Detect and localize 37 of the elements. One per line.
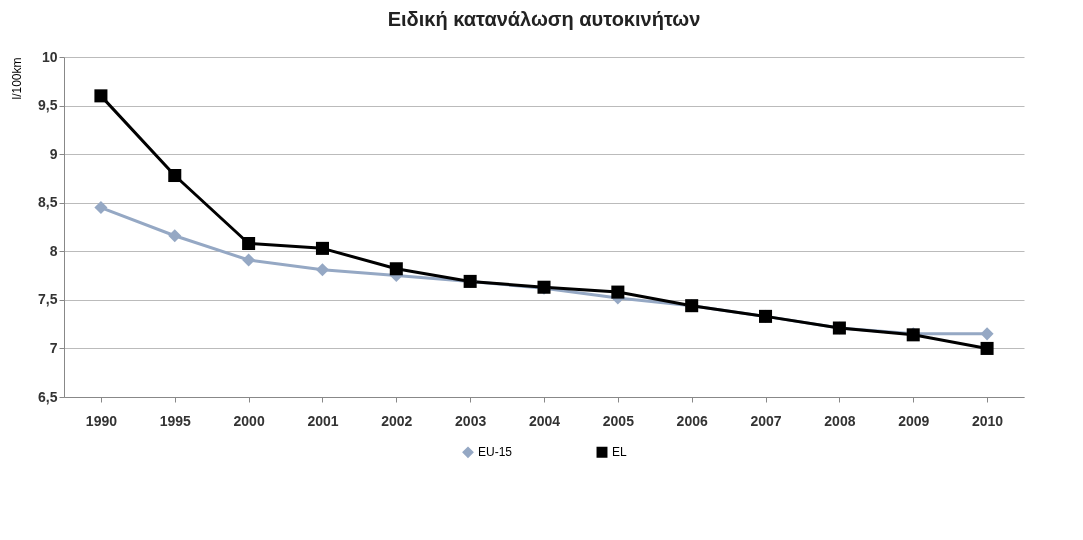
point bbox=[315, 241, 329, 255]
x-tick-label: 2008 bbox=[824, 412, 856, 429]
point bbox=[168, 169, 182, 183]
point bbox=[168, 229, 182, 243]
y-tick-label: 7 bbox=[49, 339, 58, 356]
x-tick-label: 2006 bbox=[676, 412, 708, 429]
point bbox=[980, 341, 994, 355]
point bbox=[94, 89, 108, 103]
y-tick-label: 9 bbox=[49, 145, 58, 162]
point bbox=[242, 253, 256, 267]
x-tick-label: 1995 bbox=[159, 412, 192, 429]
point bbox=[315, 263, 329, 277]
legend-label: EL bbox=[612, 445, 627, 460]
x-tick-label: 1990 bbox=[85, 412, 118, 429]
y-tick-label: 9,5 bbox=[38, 97, 58, 114]
legend-label: EU-15 bbox=[478, 445, 513, 460]
x-tick-label: 2000 bbox=[233, 412, 265, 429]
y-tick-label: 6,5 bbox=[38, 388, 58, 405]
point bbox=[389, 262, 403, 276]
y-tick-label: 7,5 bbox=[38, 291, 58, 308]
y-tick-label: 8 bbox=[49, 242, 58, 259]
x-tick-label: 2009 bbox=[898, 412, 930, 429]
x-tick-label: 2001 bbox=[307, 412, 339, 429]
y-tick-label: 10 bbox=[41, 48, 58, 65]
x-tick-label: 2004 bbox=[528, 412, 561, 429]
point bbox=[611, 285, 625, 299]
x-tick-label: 2005 bbox=[602, 412, 635, 429]
y-tick-label: 8,5 bbox=[38, 194, 58, 211]
x-tick-label: 2010 bbox=[972, 412, 1004, 429]
x-tick-label: 2002 bbox=[381, 412, 413, 429]
x-tick-label: 2003 bbox=[455, 412, 487, 429]
x-tick-label: 2007 bbox=[750, 412, 782, 429]
point bbox=[94, 201, 108, 215]
point bbox=[980, 327, 994, 341]
chart-title: Ειδική κατανάλωση αυτοκινήτων bbox=[387, 8, 701, 30]
point bbox=[242, 237, 256, 251]
y-axis-title: l/100km bbox=[10, 57, 25, 100]
